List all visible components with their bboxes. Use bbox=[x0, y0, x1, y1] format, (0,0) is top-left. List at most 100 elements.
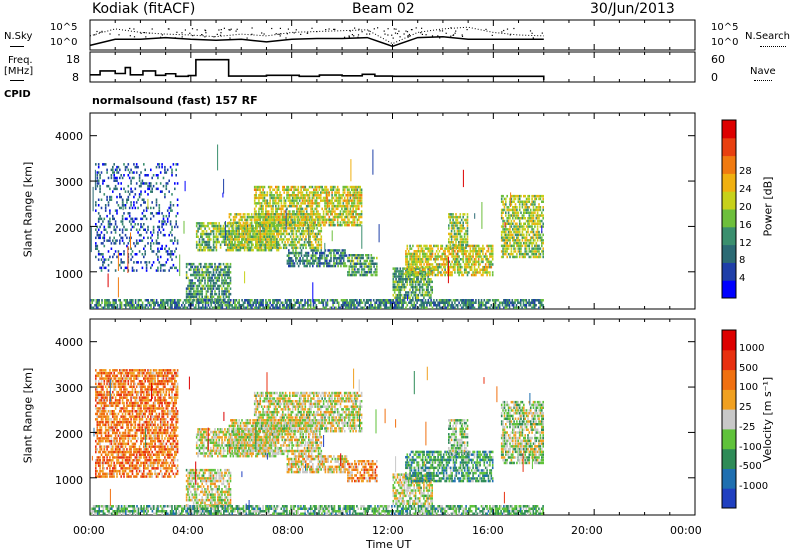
heatmap-cell bbox=[272, 218, 274, 221]
heatmap-cell bbox=[197, 284, 199, 288]
heatmap-cell bbox=[207, 248, 209, 252]
heatmap-cell bbox=[245, 232, 247, 236]
heatmap-cell bbox=[270, 243, 272, 247]
heatmap-cell bbox=[238, 232, 240, 236]
heatmap-cell bbox=[319, 264, 321, 268]
heatmap-cell bbox=[226, 232, 229, 236]
heatmap-cell bbox=[462, 241, 464, 244]
heatmap-cell bbox=[424, 258, 427, 261]
heatmap-cell bbox=[466, 229, 469, 233]
heatmap-cell bbox=[539, 208, 542, 212]
heatmap-cell bbox=[291, 194, 294, 197]
heatmap-cell bbox=[148, 182, 151, 185]
heatmap-cell bbox=[290, 264, 293, 268]
heatmap-cell bbox=[204, 262, 206, 266]
heatmap-cell bbox=[225, 279, 228, 282]
heatmap-cell bbox=[195, 232, 198, 236]
heatmap-cell bbox=[358, 262, 360, 265]
heatmap-cell bbox=[524, 239, 526, 242]
heatmap-cell bbox=[169, 220, 172, 223]
heatmap-cell bbox=[455, 215, 457, 219]
heatmap-cell bbox=[405, 260, 407, 264]
heatmap-cell bbox=[263, 185, 266, 189]
heatmap-cell bbox=[342, 251, 345, 255]
heatmap-cell bbox=[276, 202, 278, 205]
heatmap-cell bbox=[147, 242, 149, 245]
heatmap-cell bbox=[238, 240, 240, 244]
heatmap-cell bbox=[212, 227, 215, 230]
heatmap-cell bbox=[355, 210, 357, 213]
heatmap-cell bbox=[293, 251, 296, 255]
heatmap-cell bbox=[516, 194, 518, 198]
heatmap-cell bbox=[347, 271, 349, 274]
heatmap-cell bbox=[417, 258, 420, 261]
heatmap-cell bbox=[297, 202, 300, 205]
heatmap-cell bbox=[414, 271, 417, 274]
heatmap-cell bbox=[260, 194, 263, 197]
heatmap-cell bbox=[346, 191, 349, 194]
heatmap-cell bbox=[307, 194, 309, 197]
heatmap-cell bbox=[460, 218, 463, 222]
heatmap-cell bbox=[334, 215, 336, 219]
heatmap-cell bbox=[215, 240, 218, 244]
heatmap-cell bbox=[466, 250, 469, 253]
heatmap-cell bbox=[278, 238, 281, 241]
heatmap-cell bbox=[172, 299, 175, 302]
noise-point bbox=[101, 30, 103, 32]
heatmap-cell bbox=[338, 188, 340, 191]
heatmap-cell bbox=[168, 247, 170, 250]
heatmap-cell bbox=[255, 218, 257, 221]
heatmap-cell bbox=[366, 271, 368, 274]
heatmap-cell bbox=[300, 188, 302, 191]
heatmap-cell bbox=[235, 215, 238, 219]
heatmap-cell bbox=[449, 252, 452, 256]
heatmap-cell bbox=[202, 222, 205, 225]
heatmap-cell bbox=[97, 236, 100, 240]
heatmap-cell bbox=[201, 279, 203, 282]
heatmap-cell bbox=[313, 196, 315, 200]
heatmap-cell bbox=[459, 238, 462, 241]
heatmap-cell bbox=[418, 272, 421, 276]
heatmap-cell bbox=[518, 241, 521, 245]
heatmap-cell bbox=[532, 217, 535, 220]
heatmap-cell bbox=[456, 224, 459, 227]
heatmap-cell bbox=[201, 243, 204, 246]
heatmap-cell bbox=[255, 243, 257, 247]
heatmap-cell bbox=[517, 233, 520, 237]
heatmap-cell bbox=[157, 301, 159, 304]
heatmap-cell bbox=[266, 235, 268, 238]
heatmap-cell bbox=[419, 244, 421, 248]
heatmap-cell bbox=[438, 263, 441, 266]
heatmap-cell bbox=[262, 199, 264, 202]
heatmap-cell bbox=[456, 235, 459, 238]
heatmap-cell bbox=[489, 252, 491, 256]
heatmap-cell bbox=[402, 280, 404, 284]
heatmap-cell bbox=[296, 194, 298, 197]
heatmap-cell bbox=[398, 278, 400, 281]
heatmap-cell bbox=[225, 287, 228, 290]
heatmap-cell bbox=[320, 254, 322, 257]
heatmap-cell bbox=[211, 287, 213, 290]
heatmap-cell bbox=[152, 261, 155, 264]
heatmap-cell bbox=[459, 246, 462, 250]
heatmap-cell bbox=[174, 266, 176, 270]
heatmap-cell bbox=[178, 304, 180, 307]
heatmap-cell bbox=[521, 203, 524, 206]
heatmap-cell bbox=[342, 204, 345, 208]
heatmap-cell bbox=[277, 235, 279, 238]
heatmap-cell bbox=[518, 206, 521, 209]
heatmap-cell bbox=[417, 265, 420, 269]
heatmap-cell bbox=[209, 284, 212, 288]
heatmap-cell bbox=[352, 221, 354, 224]
heatmap-cell bbox=[400, 278, 403, 281]
heatmap-cell bbox=[442, 265, 445, 269]
heatmap-cell bbox=[283, 199, 285, 202]
heatmap-cell bbox=[207, 273, 209, 277]
heatmap-cell bbox=[475, 247, 477, 250]
heatmap-cell bbox=[528, 219, 531, 223]
heatmap-cell bbox=[253, 227, 256, 230]
heatmap-cell bbox=[297, 218, 300, 221]
heatmap-cell bbox=[205, 232, 208, 236]
heatmap-cell bbox=[166, 168, 169, 172]
heatmap-cell bbox=[370, 268, 373, 271]
